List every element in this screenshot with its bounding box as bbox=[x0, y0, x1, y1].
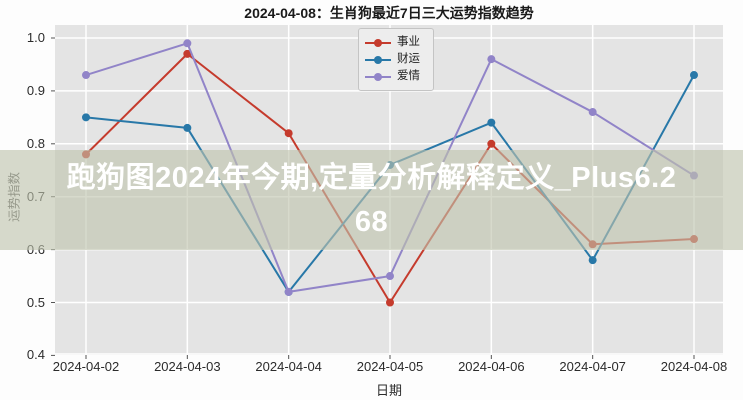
legend-item-wealth: 财运 bbox=[365, 51, 427, 68]
data-point-财运-2024-04-08 bbox=[690, 71, 698, 80]
data-point-事业-2024-04-03 bbox=[183, 49, 192, 58]
legend-label: 财运 bbox=[397, 53, 420, 65]
legend-label: 事业 bbox=[397, 36, 420, 48]
data-point-财运-2024-04-06 bbox=[487, 118, 496, 127]
data-point-事业-2024-04-05 bbox=[386, 298, 394, 307]
watermark-text-line2: 68 bbox=[354, 206, 389, 238]
chart-title: 2024-04-08：生肖狗最近7日三大运势指数趋势 bbox=[244, 5, 534, 21]
x-tick-label: 2024-04-05 bbox=[356, 359, 424, 374]
y-tick-label: 0.5 bbox=[26, 294, 45, 310]
data-point-爱情-2024-04-05 bbox=[386, 272, 394, 281]
career-line-marker-icon bbox=[365, 38, 391, 48]
x-tick-label: 2024-04-07 bbox=[559, 359, 626, 374]
data-point-财运-2024-04-07 bbox=[588, 256, 597, 265]
x-tick-label: 2024-04-04 bbox=[255, 359, 322, 374]
data-point-爱情-2024-04-07 bbox=[588, 108, 597, 117]
x-tick-labels: 2024-04-02 2024-04-03 2024-04-04 2024-04-05… bbox=[52, 359, 728, 377]
legend: 事业 财运 爱情 bbox=[358, 28, 434, 91]
love-line-marker-icon bbox=[365, 72, 391, 82]
y-tick-label: 0.8 bbox=[26, 135, 45, 151]
y-tick-label: 1.0 bbox=[26, 30, 45, 45]
x-tick-label: 2024-04-03 bbox=[154, 359, 221, 374]
legend-item-career: 事业 bbox=[365, 34, 427, 51]
data-point-事业-2024-04-06 bbox=[487, 139, 496, 148]
data-point-爱情-2024-04-02 bbox=[82, 71, 90, 80]
legend-label: 爱情 bbox=[397, 70, 420, 82]
data-point-爱情-2024-04-04 bbox=[284, 287, 293, 296]
data-point-财运-2024-04-03 bbox=[183, 123, 192, 132]
data-point-事业-2024-04-04 bbox=[284, 129, 293, 138]
watermark-overlay: 跑狗图2024年今期,定量分析解释定义_Plus6.2 68 bbox=[0, 150, 743, 250]
data-point-财运-2024-04-02 bbox=[82, 113, 90, 122]
x-tick-label: 2024-04-06 bbox=[458, 359, 525, 374]
y-tick-label: 0.4 bbox=[26, 347, 45, 363]
data-point-爱情-2024-04-06 bbox=[487, 55, 496, 64]
legend-item-love: 爱情 bbox=[365, 68, 427, 85]
x-axis-title: 日期 bbox=[375, 383, 402, 398]
x-tick-label: 2024-04-02 bbox=[52, 359, 120, 374]
data-point-爱情-2024-04-03 bbox=[183, 39, 192, 48]
wealth-line-marker-icon bbox=[365, 55, 391, 65]
watermark-text-line1: 跑狗图2024年今期,定量分析解释定义_Plus6.2 bbox=[66, 162, 677, 194]
x-tick-label: 2024-04-08 bbox=[660, 359, 728, 374]
y-tick-label: 0.9 bbox=[26, 82, 45, 98]
